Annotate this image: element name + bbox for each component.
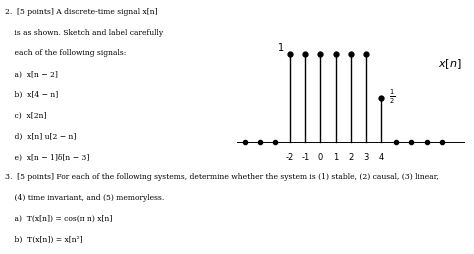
Text: 4: 4: [378, 153, 384, 162]
Text: b)  T(x[n]) = x[n²]: b) T(x[n]) = x[n²]: [5, 235, 82, 243]
Text: d)  x[n] u[2 − n]: d) x[n] u[2 − n]: [5, 133, 76, 140]
Text: c)  x[2n]: c) x[2n]: [5, 112, 46, 120]
Text: 2: 2: [348, 153, 354, 162]
Text: is as shown. Sketch and label carefully: is as shown. Sketch and label carefully: [5, 28, 163, 36]
Text: 3.  [5 points] For each of the following systems, determine whether the system i: 3. [5 points] For each of the following …: [5, 173, 438, 181]
Text: 1: 1: [278, 43, 284, 53]
Text: a)  T(x[n]) = cos(π n) x[n]: a) T(x[n]) = cos(π n) x[n]: [5, 214, 112, 222]
Text: e)  x[n − 1]δ[n − 3]: e) x[n − 1]δ[n − 3]: [5, 153, 89, 161]
Text: 3: 3: [363, 153, 369, 162]
Text: b)  x[4 − n]: b) x[4 − n]: [5, 91, 58, 99]
Text: -1: -1: [301, 153, 310, 162]
Text: (4) time invariant, and (5) memoryless.: (4) time invariant, and (5) memoryless.: [5, 194, 164, 201]
Text: 1: 1: [333, 153, 338, 162]
Text: 2.  [5 points] A discrete-time signal x[n]: 2. [5 points] A discrete-time signal x[n…: [5, 8, 157, 15]
Text: $x[n]$: $x[n]$: [438, 56, 461, 70]
Text: a)  x[n − 2]: a) x[n − 2]: [5, 70, 58, 78]
Text: 0: 0: [318, 153, 323, 162]
Text: $\frac{1}{2}$: $\frac{1}{2}$: [390, 88, 396, 106]
Text: each of the following signals:: each of the following signals:: [5, 49, 126, 57]
Text: -2: -2: [286, 153, 294, 162]
